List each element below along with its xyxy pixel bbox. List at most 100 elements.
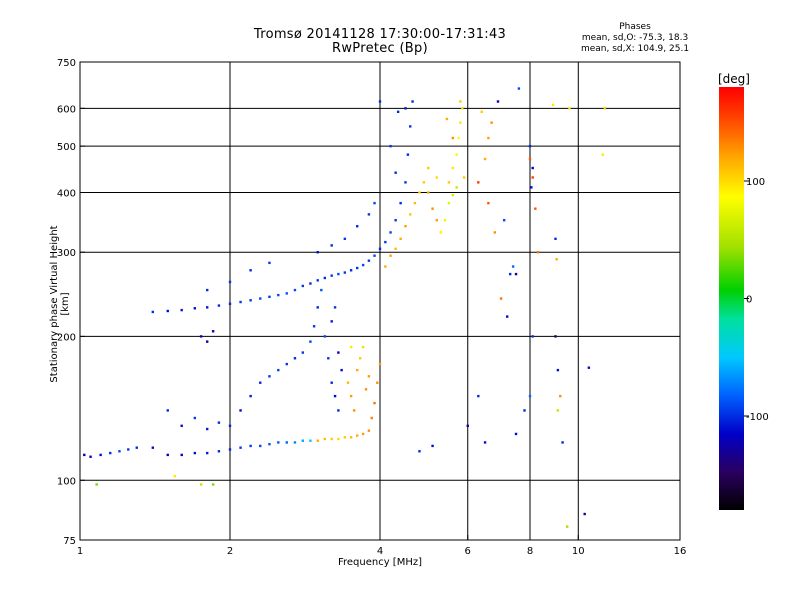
data-point: [135, 446, 138, 449]
data-point: [565, 525, 569, 528]
data-point: [373, 201, 376, 205]
phase-stats-x: mean, sd,X: 104.9, 25.1: [580, 44, 690, 54]
data-point: [301, 351, 305, 354]
data-point: [109, 451, 112, 455]
data-point: [555, 258, 558, 261]
phase-stats-heading: Phases: [619, 22, 651, 32]
x-axis: 1 2 4 6 8 10 16: [77, 535, 686, 557]
data-point: [173, 474, 177, 478]
data-point: [293, 441, 297, 444]
data-point: [496, 100, 500, 103]
data-point: [361, 263, 365, 267]
data-point: [431, 207, 434, 210]
chart-title: Tromsø 20141128 17:30:00-17:31:43: [253, 27, 507, 42]
data-point: [277, 441, 280, 444]
data-point: [409, 213, 412, 216]
data-point: [483, 157, 487, 161]
data-point: [180, 308, 183, 312]
data-point: [523, 409, 526, 412]
colorbar: [719, 87, 744, 510]
data-point: [367, 213, 371, 216]
data-point: [355, 368, 359, 372]
data-point: [409, 125, 412, 128]
phase-stats: Phases mean, sd,O: -75.3, 18.3 mean, sd,…: [560, 22, 710, 55]
data-point: [285, 292, 288, 295]
data-point: [337, 351, 340, 354]
data-point: [404, 181, 407, 184]
data-point: [205, 306, 209, 309]
y-tick-label: 75: [63, 536, 76, 547]
y-tick-label: 200: [57, 332, 76, 343]
y-tick-label: 500: [57, 142, 76, 153]
data-point: [483, 441, 487, 444]
data-point: [330, 274, 333, 277]
y-axis-label: Stationary phase Virtual Height [km]: [49, 225, 71, 383]
data-point: [309, 282, 312, 285]
data-point: [228, 302, 232, 305]
data-point: [480, 110, 483, 114]
data-point: [435, 219, 438, 222]
data-point: [367, 375, 371, 378]
data-point: [389, 144, 392, 148]
grid: [80, 62, 680, 540]
data-point: [406, 153, 410, 156]
y-tick-label: 100: [57, 476, 76, 487]
data-point: [180, 424, 183, 428]
data-point: [323, 437, 327, 441]
data-point: [361, 432, 365, 436]
data-point: [95, 483, 98, 486]
data-point: [534, 207, 537, 210]
data-point: [277, 368, 280, 372]
data-point: [166, 409, 169, 412]
data-point: [323, 335, 327, 338]
data-point: [320, 288, 323, 292]
colorbar-ticks: 100 0 -100: [744, 177, 769, 423]
data-point: [459, 121, 462, 124]
data-point: [439, 231, 443, 234]
y-tick-label: 400: [57, 188, 76, 199]
colorbar-label: [deg]: [718, 72, 750, 86]
data-point: [343, 237, 347, 241]
data-point: [349, 394, 353, 398]
data-point: [378, 100, 382, 103]
data-point: [346, 381, 350, 384]
x-tick-label: 8: [527, 546, 533, 557]
data-point: [451, 136, 455, 140]
data-point: [316, 251, 319, 254]
data-point: [445, 117, 449, 121]
data-point: [259, 381, 262, 384]
data-point: [285, 441, 288, 444]
data-point: [239, 300, 242, 304]
data-point: [536, 251, 540, 254]
data-point: [180, 453, 183, 457]
x-tick-label: 1: [77, 546, 83, 557]
data-point: [205, 427, 209, 431]
data-point: [127, 448, 130, 451]
data-point: [151, 310, 155, 314]
data-point: [228, 280, 232, 284]
data-point: [443, 219, 447, 222]
data-point: [404, 225, 407, 228]
data-point: [530, 186, 533, 189]
data-point: [349, 436, 353, 439]
data-point: [394, 247, 397, 250]
data-point: [583, 512, 586, 516]
data-point: [259, 444, 262, 448]
data-point: [528, 394, 532, 398]
data-point: [431, 444, 434, 448]
data-point: [293, 288, 297, 292]
data-point: [249, 269, 252, 272]
data-point: [561, 441, 564, 444]
data-point: [554, 237, 557, 241]
data-point: [316, 279, 319, 282]
data-point: [493, 231, 497, 234]
data-point: [411, 100, 414, 103]
data-point: [531, 176, 534, 179]
data-point: [337, 437, 340, 441]
data-point: [413, 201, 417, 205]
data-point: [323, 276, 327, 280]
data-point: [337, 409, 340, 412]
y-axis: 75 100 200 300 400 500 600 750: [57, 58, 85, 547]
data-point: [301, 439, 305, 442]
data-point: [217, 421, 221, 424]
